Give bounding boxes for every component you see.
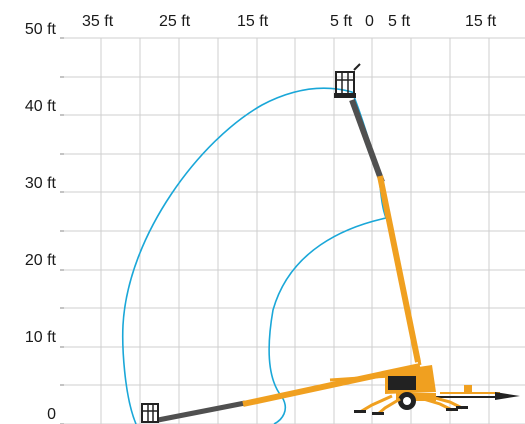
upper-boom-dark [349, 98, 385, 184]
x-tick-label-zero: 0 [365, 13, 374, 30]
x-tick-label-5ft-left: 5 ft [330, 13, 353, 30]
outriggers [354, 394, 468, 416]
y-tick-label-zero: 0 [47, 406, 56, 423]
x-tick-label-15ft-left: 15 ft [237, 13, 269, 30]
working-envelope-curve [121, 87, 388, 424]
upper-boom-cylinder [397, 267, 422, 366]
y-tick-label-50ft: 50 ft [24, 21, 56, 38]
x-tick-label-25ft-left: 25 ft [159, 13, 191, 30]
x-tick-label-15ft-right: 15 ft [465, 13, 497, 30]
platform-basket-top [334, 63, 361, 98]
y-tick-label-20ft: 20 ft [24, 252, 56, 269]
lower-boom-dark [157, 400, 246, 423]
y-tick-label-30ft: 30 ft [24, 175, 56, 192]
y-tick-label-40ft: 40 ft [24, 98, 56, 115]
y-tick-label-10ft: 10 ft [24, 329, 56, 346]
grid-lines [60, 37, 525, 424]
platform-basket-bottom [141, 403, 159, 423]
x-tick-label-35ft-left: 35 ft [82, 13, 114, 30]
lift-chassis [385, 365, 520, 410]
x-tick-label-5ft-right: 5 ft [388, 13, 411, 30]
